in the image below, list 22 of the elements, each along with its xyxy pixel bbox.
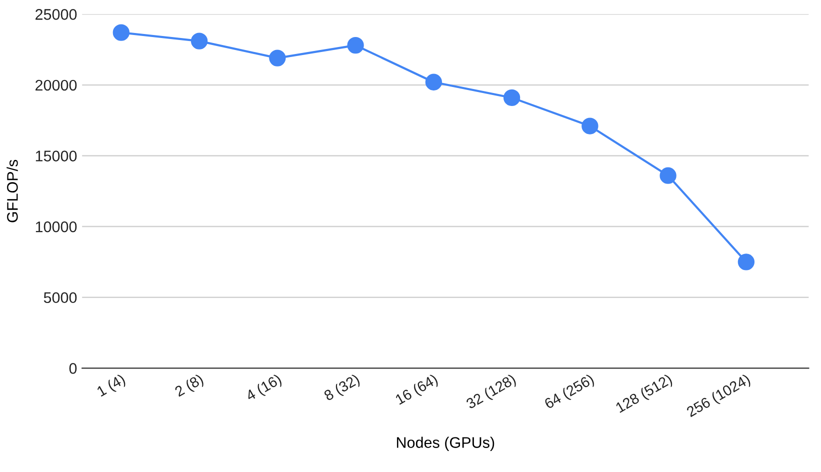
point xyxy=(738,254,755,270)
x-tick-label: 1 (4) xyxy=(96,373,128,400)
point xyxy=(112,24,130,41)
x-tick-label: 4 (16) xyxy=(244,373,284,404)
point xyxy=(347,36,364,54)
x-tick-label: 2 (8) xyxy=(174,373,206,400)
y-tick-label: 5000 xyxy=(44,292,77,304)
y-tick-label: 25000 xyxy=(36,9,77,20)
y-tick-label: 0 xyxy=(69,363,77,374)
x-tick-label: 16 (64) xyxy=(394,373,440,408)
y-tick-label: 20000 xyxy=(36,80,77,91)
y-axis-title: GFLOP/s xyxy=(6,160,18,222)
x-tick-label: 8 (32) xyxy=(323,373,362,404)
point xyxy=(582,118,598,134)
point xyxy=(503,89,520,106)
point xyxy=(425,74,442,90)
point xyxy=(660,167,676,184)
y-tick-label: 15000 xyxy=(36,150,77,162)
x-axis-title: Nodes (GPUs) xyxy=(396,436,494,451)
point xyxy=(190,32,208,50)
y-tick-label: 10000 xyxy=(36,221,77,232)
point xyxy=(269,50,286,66)
